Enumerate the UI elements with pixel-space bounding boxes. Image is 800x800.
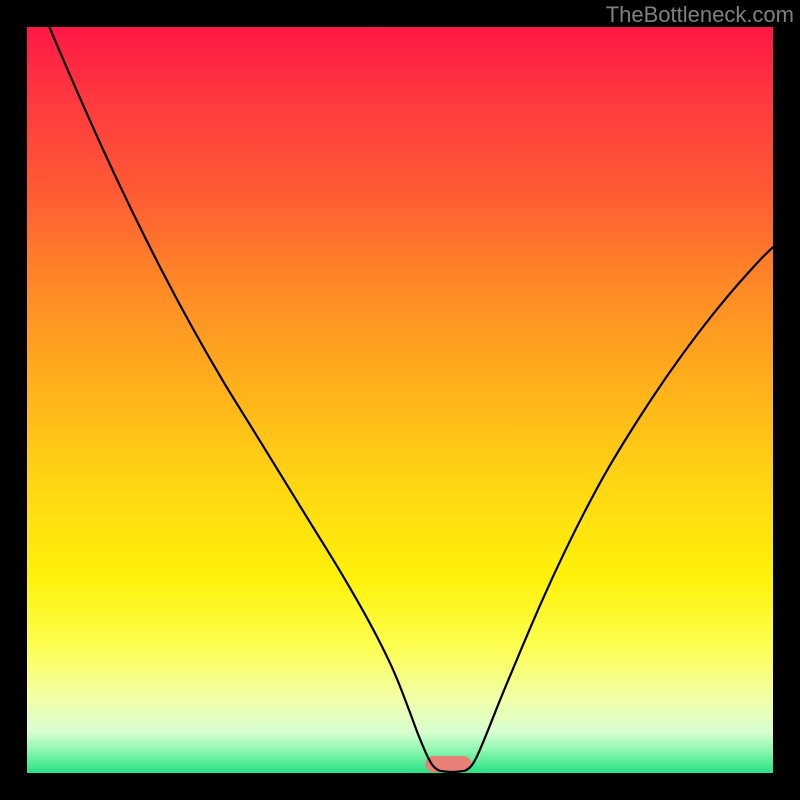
bottleneck-chart — [0, 0, 800, 800]
chart-container: TheBottleneck.com — [0, 0, 800, 800]
plot-area — [27, 27, 773, 773]
watermark-text: TheBottleneck.com — [606, 2, 794, 28]
gradient-background — [27, 27, 773, 773]
